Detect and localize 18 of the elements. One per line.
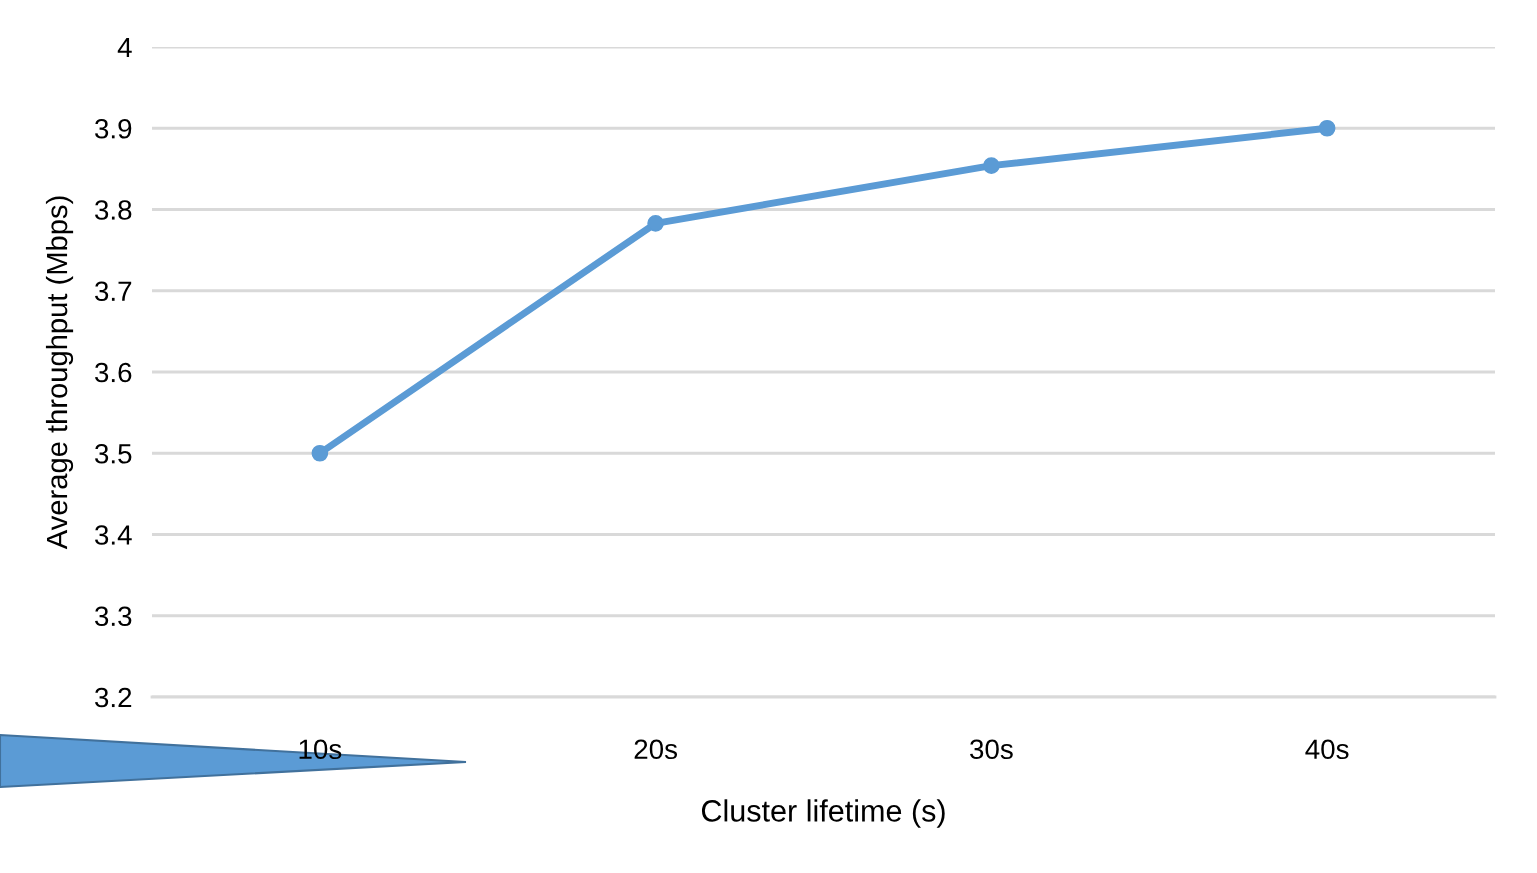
point: [647, 214, 664, 232]
x-tick-label: 40s: [1305, 739, 1349, 760]
x-tick-label: 20s: [634, 739, 678, 760]
y-tick-label: 3.2: [95, 687, 132, 708]
point: [311, 444, 329, 462]
y-tick-label: 4: [117, 37, 132, 58]
y-tick-label: 3.5: [95, 443, 132, 464]
y-tick-label: 3.8: [95, 200, 132, 220]
y-tick-label: 3.9: [95, 118, 132, 139]
x-axis-title: Cluster lifetime (s): [701, 799, 945, 828]
y-tick-label: 3.3: [95, 606, 132, 627]
x-tick-label: 30s: [970, 739, 1013, 760]
y-tick-label: 3.6: [95, 362, 132, 383]
y-tick-label: 3.7: [95, 281, 132, 302]
y-axis-title: Average throughput (Mbps): [45, 196, 74, 550]
y-tick-label: 3.4: [95, 525, 132, 545]
point: [983, 157, 1000, 174]
point: [1318, 119, 1336, 137]
